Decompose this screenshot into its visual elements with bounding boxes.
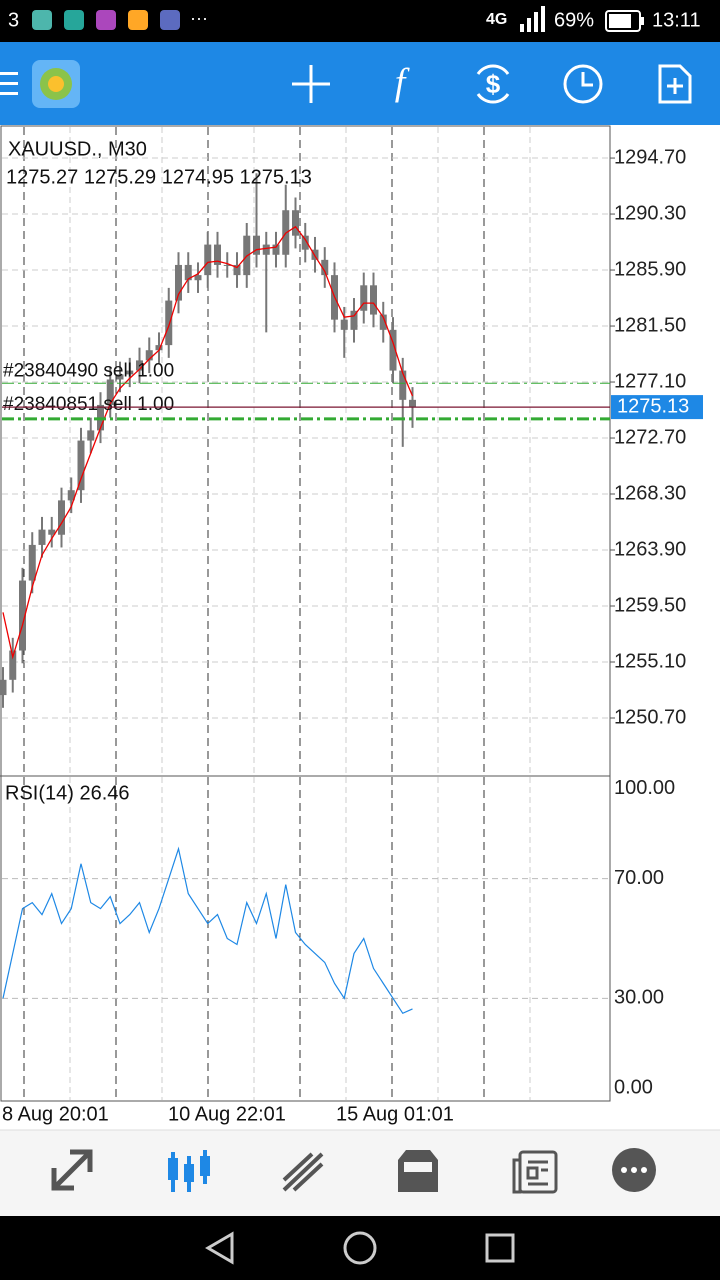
candle-body: [87, 430, 95, 441]
symbol-title: XAUUSD., M30: [8, 138, 147, 160]
news-tab[interactable]: [512, 1150, 558, 1194]
candle-body: [19, 580, 26, 651]
history-tab[interactable]: [398, 1150, 438, 1192]
recents-button[interactable]: [485, 1233, 515, 1263]
chat-tab[interactable]: [612, 1148, 656, 1192]
candle-body: [350, 310, 358, 330]
battery-icon: [605, 10, 644, 32]
price-tick-label: 1255.10: [614, 650, 686, 672]
toolbar: [0, 42, 720, 125]
signal-icon: [520, 6, 545, 32]
history-button[interactable]: [563, 64, 603, 104]
candle-body: [106, 379, 114, 405]
crosshair-button[interactable]: [292, 65, 330, 103]
app-logo: [32, 60, 80, 108]
price-tick-label: 1285.90: [614, 258, 686, 280]
candle-body: [370, 285, 377, 315]
svg-text:···: ···: [190, 8, 208, 28]
candle-body: [301, 235, 309, 250]
order-label: #23840490 sell 1.00: [3, 360, 174, 381]
candle-body: [116, 374, 124, 380]
price-tick-label: 1281.50: [614, 314, 686, 336]
candle-body: [360, 285, 368, 311]
trade-tab[interactable]: [282, 1152, 324, 1192]
carrier: 3: [8, 9, 19, 31]
bottom-nav: [0, 1130, 720, 1216]
candle-body: [165, 300, 173, 346]
time-label: 8 Aug 20:01: [2, 1103, 109, 1125]
price-tick-label: 1290.30: [614, 202, 686, 224]
rsi-tick-label: 70.00: [614, 867, 664, 889]
new-order-button[interactable]: [658, 64, 692, 104]
candle-body: [321, 259, 329, 276]
notification-icons: ···: [32, 8, 208, 30]
candle-body: [58, 500, 65, 535]
candle-body: [389, 329, 397, 371]
menu-button[interactable]: [0, 72, 18, 95]
candle-body: [0, 679, 7, 696]
clock: 13:11: [652, 9, 701, 31]
rsi-line: [2, 846, 413, 1015]
candle-body: [9, 650, 17, 680]
bid-label: 1275.13: [617, 395, 689, 417]
price-tick-label: 1272.70: [614, 426, 686, 448]
candle-body: [184, 264, 192, 281]
candle-body: [38, 529, 46, 545]
candle-body: [28, 544, 36, 581]
chart-frame: [0, 125, 611, 1102]
price-tick-label: 1277.10: [614, 370, 686, 392]
order-label: #23840851 sell 1.00: [3, 394, 174, 415]
moving-average: [2, 225, 414, 660]
candle-body: [155, 345, 163, 351]
price-tick-label: 1263.90: [614, 538, 686, 560]
candle-body: [292, 210, 299, 236]
candle-body: [48, 529, 56, 535]
candle-body: [136, 360, 143, 371]
quotes-tab[interactable]: [51, 1149, 93, 1191]
candle-body: [272, 244, 280, 255]
candle-body: [194, 275, 202, 281]
price-tick-label: 1250.70: [614, 706, 686, 728]
time-label: 10 Aug 22:01: [168, 1103, 286, 1125]
battery-text: 69%: [554, 9, 594, 31]
candle-body: [233, 264, 241, 276]
rsi-title: RSI(14) 26.46: [5, 782, 130, 804]
price-tick-label: 1268.30: [614, 482, 686, 504]
bid-box: [611, 395, 703, 420]
candle-body: [340, 319, 348, 330]
candle-body: [67, 490, 75, 501]
chart-tab[interactable]: [168, 1150, 210, 1192]
price-tick-label: 1259.50: [614, 594, 686, 616]
candle-body: [379, 314, 387, 330]
symbols-button[interactable]: $: [476, 64, 510, 104]
home-button[interactable]: [343, 1231, 377, 1265]
candle-body: [399, 370, 407, 400]
candle-body: [145, 350, 153, 361]
candle-body: [262, 244, 270, 255]
candle-body: [175, 264, 182, 301]
candle-body: [409, 399, 416, 408]
candle-body: [214, 244, 221, 265]
chart-area: [0, 125, 611, 1102]
candle-body: [204, 244, 212, 276]
time-label: 15 Aug 01:01: [336, 1103, 454, 1125]
candle-body: [253, 235, 260, 255]
svg-text:$: $: [486, 69, 501, 99]
rsi-tick-label: 100.00: [614, 777, 675, 799]
back-button[interactable]: [205, 1231, 234, 1265]
rsi-tick-label: 0.00: [614, 1076, 653, 1098]
status-bar: [0, 0, 720, 42]
candle-body: [223, 264, 231, 266]
candle-body: [77, 440, 85, 491]
candle-body: [126, 370, 134, 375]
rsi-tick-label: 30.00: [614, 987, 664, 1009]
price-tick-label: 1294.70: [614, 146, 686, 168]
system-nav: [0, 1216, 720, 1280]
network: 4G: [486, 11, 507, 28]
ohlc-text: 1275.27 1275.29 1274.95 1275.13: [6, 166, 312, 188]
